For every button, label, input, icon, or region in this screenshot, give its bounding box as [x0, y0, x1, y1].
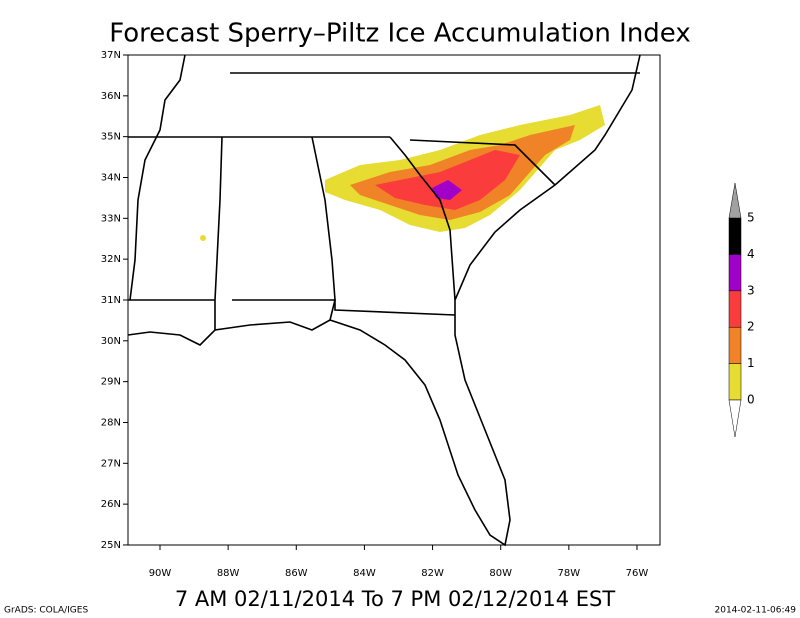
- ice-area: [432, 180, 462, 200]
- colorbar-over: [728, 182, 742, 219]
- colorbar-label: 3: [747, 283, 755, 297]
- lat-label: 34N: [101, 172, 121, 183]
- lat-label: 36N: [101, 91, 121, 102]
- colorbar-segment: [728, 326, 742, 364]
- lon-label: 90W: [149, 568, 172, 579]
- subtitle: 7 AM 02/11/2014 To 7 PM 02/12/2014 EST: [175, 587, 615, 611]
- footer-right: 2014-02-11-06:49: [715, 606, 797, 616]
- lon-label: 86W: [285, 568, 308, 579]
- lon-label: 84W: [353, 568, 376, 579]
- state-borders: [127, 54, 641, 547]
- lon-label: 76W: [626, 568, 649, 579]
- lon-label: 80W: [489, 568, 512, 579]
- colorbar-label: 4: [747, 247, 755, 261]
- lat-label: 27N: [101, 458, 121, 469]
- lat-label: 26N: [101, 499, 121, 510]
- colorbar-label: 1: [747, 356, 755, 370]
- lat-label: 30N: [101, 336, 121, 347]
- lat-label: 25N: [101, 540, 121, 551]
- ice-areas: [200, 105, 605, 241]
- lon-label: 82W: [421, 568, 444, 579]
- colorbar-segment: [728, 217, 742, 255]
- ice-area: [375, 150, 520, 210]
- lat-label: 37N: [101, 50, 121, 61]
- lat-label: 31N: [101, 295, 121, 306]
- colorbar-label: 5: [747, 211, 755, 225]
- lat-label: 28N: [101, 417, 121, 428]
- colorbar-under: [728, 399, 742, 438]
- ice-area: [200, 235, 206, 241]
- colorbar-segment: [728, 290, 742, 328]
- colorbar-segment: [728, 363, 742, 401]
- colorbar-label: 2: [747, 320, 755, 334]
- lat-label: 33N: [101, 213, 121, 224]
- colorbar-segment: [728, 254, 742, 292]
- lon-label: 88W: [217, 568, 240, 579]
- lat-label: 35N: [101, 132, 121, 143]
- title: Forecast Sperry–Piltz Ice Accumulation I…: [109, 19, 690, 49]
- colorbar-label: 0: [747, 393, 755, 407]
- footer-left: GrADS: COLA/IGES: [4, 606, 88, 616]
- lat-label: 32N: [101, 254, 121, 265]
- lat-label: 29N: [101, 377, 121, 388]
- lon-label: 78W: [558, 568, 581, 579]
